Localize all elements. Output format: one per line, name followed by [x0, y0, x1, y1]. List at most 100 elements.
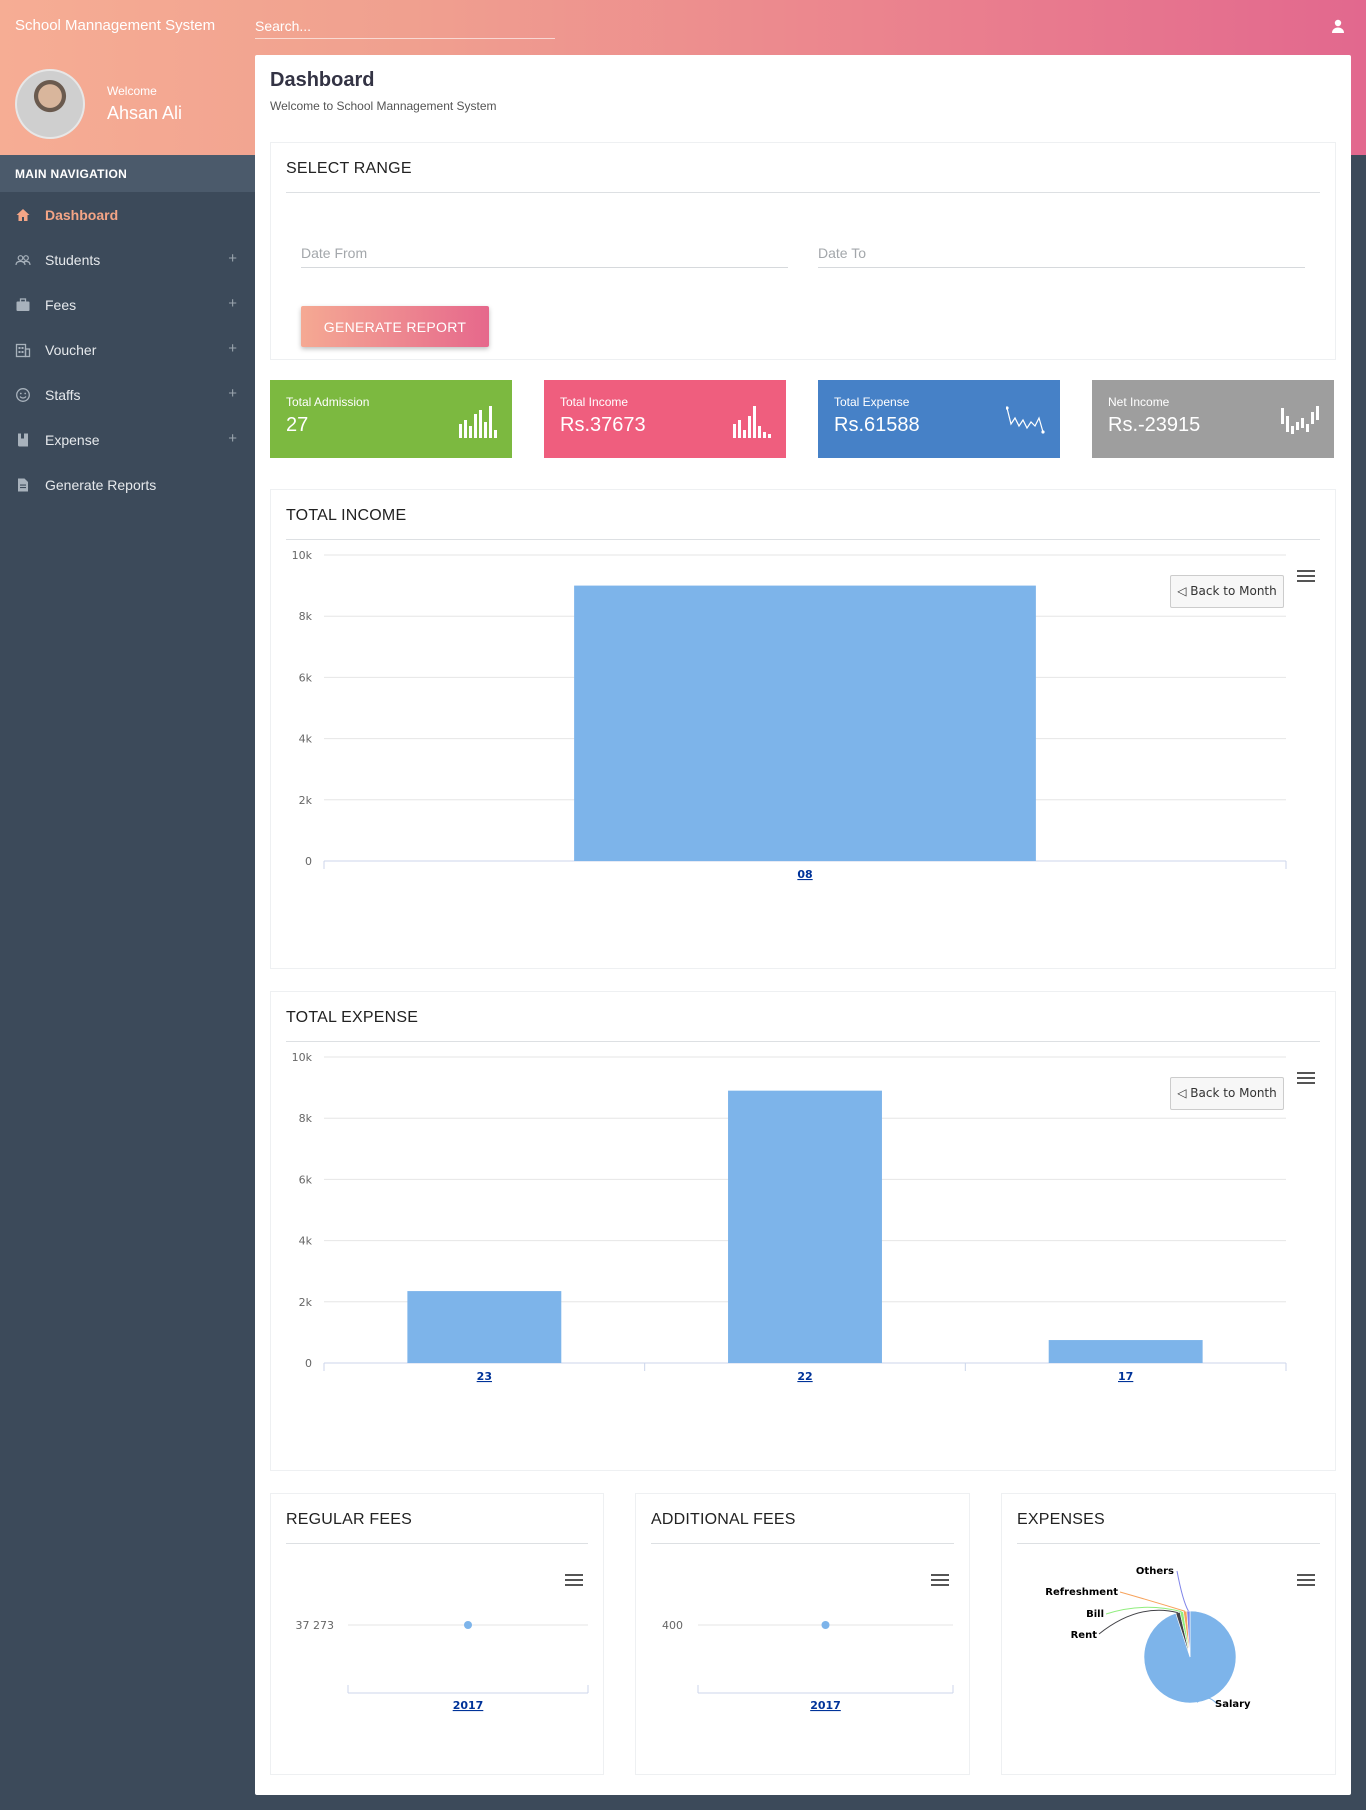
pie-slice-label: Refreshment: [1045, 1587, 1118, 1598]
y-tick-label: 2k: [299, 1296, 313, 1309]
stat-label: Total Admission: [286, 395, 370, 409]
stat-tile-net-income[interactable]: Net Income Rs.-23915: [1092, 380, 1334, 458]
user-profile: Welcome Ahsan Ali: [0, 40, 255, 155]
y-tick-label: 4k: [299, 1235, 313, 1248]
chart-menu-icon[interactable]: [931, 1574, 949, 1588]
stat-label: Net Income: [1108, 395, 1170, 409]
bar: [728, 1090, 882, 1363]
chart-menu-icon[interactable]: [1297, 1072, 1315, 1086]
additional-fees-card: ADDITIONAL FEES 400 2017: [635, 1493, 970, 1775]
divider: [286, 192, 1320, 193]
sidebar-item-voucher[interactable]: Voucher +: [0, 327, 255, 372]
line-sparkline-icon: [1006, 406, 1045, 434]
main-content: Dashboard Welcome to School Mannagement …: [255, 55, 1351, 1795]
pie-connector: [1105, 1606, 1182, 1615]
stat-value: 27: [286, 414, 309, 436]
chart-menu-icon[interactable]: [565, 1574, 583, 1588]
sidebar-item-label: Students: [45, 251, 101, 268]
page-title: Dashboard: [270, 69, 375, 91]
pie-slice-label: Rent: [1071, 1630, 1098, 1641]
pie-connector: [1196, 1697, 1218, 1705]
bar: [407, 1291, 562, 1363]
total-expense-chart: 0 2k 4k 6k 8k 10k 23 22 17: [292, 1051, 1287, 1383]
x-category-label[interactable]: 22: [797, 1370, 812, 1383]
stat-value: Rs.37673: [560, 414, 646, 436]
sidebar-item-label: Fees: [45, 296, 77, 313]
bar: [1048, 1340, 1203, 1363]
chart-title: EXPENSES: [1017, 1511, 1105, 1528]
total-income-card: TOTAL INCOME 0 2k 4k 6k 8k 10k 08 ◁ Back to Mo…: [270, 489, 1336, 969]
y-tick-label: 10k: [292, 549, 313, 562]
sidebar-item-students[interactable]: Students +: [0, 237, 255, 282]
stat-value: Rs.-23915: [1108, 414, 1201, 436]
x-category-label[interactable]: 2017: [810, 1699, 841, 1712]
bar-sparkline-icon: [733, 406, 771, 438]
generate-report-button[interactable]: GENERATE REPORT: [301, 306, 489, 347]
expand-plus-icon[interactable]: +: [228, 430, 237, 447]
sidebar-item-dashboard[interactable]: Dashboard: [0, 192, 255, 237]
sidebar-item-expense[interactable]: Expense +: [0, 417, 255, 462]
back-to-month-button[interactable]: ◁ Back to Month: [1170, 575, 1284, 608]
chart-title: TOTAL INCOME: [286, 507, 407, 524]
pie-connector: [1176, 1570, 1189, 1612]
y-tick-label: 6k: [299, 1173, 313, 1186]
regular-fees-card: REGULAR FEES 37 273 2017: [270, 1493, 604, 1775]
chart-title: TOTAL EXPENSE: [286, 1009, 419, 1026]
y-tick-label: 0: [305, 855, 312, 868]
stat-value: Rs.61588: [834, 414, 920, 436]
y-tick-label: 400: [662, 1619, 683, 1632]
x-category-label[interactable]: 23: [477, 1370, 492, 1383]
chart-title: REGULAR FEES: [286, 1511, 412, 1528]
document-icon: [18, 478, 28, 491]
stat-tile-total-income[interactable]: Total Income Rs.37673: [544, 380, 786, 458]
welcome-text: Welcome: [107, 84, 157, 98]
chart-menu-icon[interactable]: [1297, 1574, 1315, 1588]
y-tick-label: 4k: [299, 733, 313, 746]
chart-title: ADDITIONAL FEES: [651, 1511, 796, 1528]
y-tick-label: 8k: [299, 1112, 313, 1125]
pie-connector: [1119, 1591, 1186, 1612]
y-tick-label: 10k: [292, 1051, 313, 1064]
stat-tile-total-admission[interactable]: Total Admission 27: [270, 380, 512, 458]
stat-label: Total Expense: [834, 395, 910, 409]
y-tick-label: 2k: [299, 794, 313, 807]
total-income-chart: 0 2k 4k 6k 8k 10k 08: [292, 549, 1287, 881]
pie-slice: [1186, 1610, 1191, 1658]
expand-plus-icon[interactable]: +: [228, 295, 237, 312]
y-tick-label: 6k: [299, 671, 313, 684]
data-point: [464, 1621, 472, 1629]
sidebar-item-fees[interactable]: Fees +: [0, 282, 255, 327]
sidebar-item-staffs[interactable]: Staffs +: [0, 372, 255, 417]
expand-plus-icon[interactable]: +: [228, 250, 237, 267]
expand-plus-icon[interactable]: +: [228, 385, 237, 402]
user-icon[interactable]: [1330, 18, 1346, 34]
date-to-field[interactable]: [818, 238, 1305, 268]
app-brand[interactable]: School Mannagement System: [15, 17, 216, 34]
bar-sparkline-icon: [459, 406, 497, 438]
back-to-month-button[interactable]: ◁ Back to Month: [1170, 1077, 1284, 1110]
divider: [651, 1543, 954, 1544]
divider: [286, 1543, 588, 1544]
search-input[interactable]: [255, 14, 555, 39]
data-point: [821, 1621, 830, 1629]
chart-menu-icon[interactable]: [1297, 570, 1315, 584]
divider: [286, 539, 1320, 540]
date-from-field[interactable]: [301, 238, 788, 268]
total-expense-card: TOTAL EXPENSE 0 2k 4k 6k 8k 10k 23 22 17 ◁ Back …: [270, 991, 1336, 1471]
x-category-label[interactable]: 17: [1118, 1370, 1133, 1383]
divider: [286, 1041, 1320, 1042]
avatar: [15, 69, 85, 139]
y-tick-label: 37 273: [296, 1619, 335, 1632]
x-category-label[interactable]: 2017: [453, 1699, 484, 1712]
user-name: Ahsan Ali: [107, 103, 183, 123]
sidebar-item-generate-reports[interactable]: Generate Reports: [0, 462, 255, 507]
stat-tile-total-expense[interactable]: Total Expense Rs.61588: [818, 380, 1060, 458]
x-category-label[interactable]: 08: [797, 868, 812, 881]
bar: [574, 585, 1036, 861]
sidebar-item-label: Dashboard: [45, 206, 119, 223]
nav-header: MAIN NAVIGATION: [0, 155, 255, 192]
stat-label: Total Income: [560, 395, 629, 409]
expand-plus-icon[interactable]: +: [228, 340, 237, 357]
additional-fees-chart: 400 2017: [662, 1619, 954, 1712]
users-icon: [15, 254, 31, 265]
